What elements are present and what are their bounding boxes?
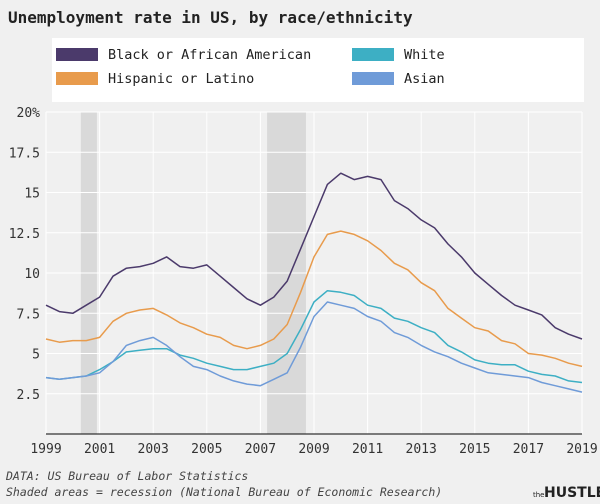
series-line-4 [45, 301, 583, 393]
y-tick-label: 20% [17, 106, 41, 121]
legend-label-4: Asian [404, 71, 445, 87]
legend-swatch-1 [56, 48, 98, 61]
legend-label-1: Black or African American [108, 47, 311, 63]
x-tick-label: 2011 [352, 442, 383, 457]
x-tick-label: 2005 [191, 442, 222, 457]
legend-label-3: White [404, 47, 445, 63]
x-tick-labels: 1999 2001 2003 2005 2007 2009 2011 2013 2015 2017… [30, 442, 597, 457]
gridlines [45, 111, 583, 435]
legend-swatch-4 [352, 72, 394, 85]
series-line-2 [45, 230, 583, 368]
legend-swatch-3 [352, 48, 394, 61]
plot-area: 2.5 5 7.5 10 12.5 15 17.5 20% 1999 2001 2003 2005 2… [9, 106, 598, 457]
x-tick-label: 2001 [84, 442, 115, 457]
y-tick-label: 12.5 [9, 227, 40, 242]
chart-title: Unemployment rate in US, by race/ethnici… [8, 8, 413, 27]
series-line-1 [45, 172, 583, 340]
x-tick-label: 2009 [298, 442, 329, 457]
x-tick-label: 2003 [138, 442, 169, 457]
logo-hustle: HUSTLE [544, 485, 600, 501]
hustle-logo: the HUSTLE [533, 485, 600, 501]
data-source: DATA: US Bureau of Labor Statistics [5, 469, 248, 483]
y-tick-label: 5 [32, 348, 40, 363]
legend-swatch-2 [56, 72, 98, 85]
y-tick-label: 7.5 [17, 307, 40, 322]
y-tick-label: 15 [24, 187, 40, 202]
x-tick-label: 1999 [30, 442, 61, 457]
legend-box [52, 38, 584, 102]
series-line-3 [45, 289, 583, 384]
x-tick-label: 2019 [566, 442, 597, 457]
y-tick-label: 10 [24, 267, 40, 282]
y-tick-labels: 2.5 5 7.5 10 12.5 15 17.5 20% [9, 106, 40, 403]
x-tick-label: 2007 [245, 442, 276, 457]
y-tick-label: 2.5 [17, 388, 40, 403]
recession-note: Shaded areas = recession (National Burea… [6, 485, 442, 499]
x-tick-label: 2013 [406, 442, 437, 457]
logo-the: the [533, 491, 545, 499]
y-tick-label: 17.5 [9, 146, 40, 161]
x-tick-label: 2015 [459, 442, 490, 457]
legend: Black or African American Hispanic or Lat… [52, 38, 584, 102]
series-lines [45, 172, 583, 393]
x-tick-label: 2017 [513, 442, 544, 457]
legend-label-2: Hispanic or Latino [108, 71, 254, 87]
